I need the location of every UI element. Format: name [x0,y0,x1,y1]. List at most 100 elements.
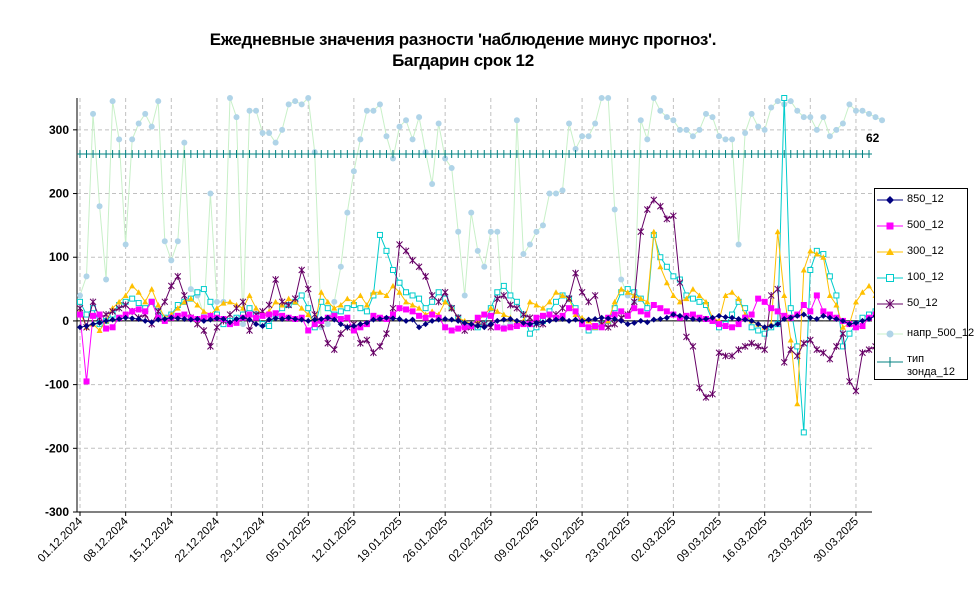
legend: 850_12 500_12 300_12 100_12 50_12 напр_5… [874,188,974,380]
data-point [566,305,573,312]
data-point [579,314,586,321]
data-point [285,301,293,309]
data-point [285,295,292,302]
legend-label: 500_12 [907,219,944,231]
data-point [103,325,110,332]
data-point [279,316,286,323]
data-point [748,110,755,117]
data-point [670,273,677,280]
data-point [715,349,723,357]
data-point [246,326,253,334]
data-point [389,155,396,162]
data-point [650,196,658,204]
data-point [657,305,664,312]
data-point [650,316,657,323]
data-point [155,150,162,159]
data-point [696,298,703,305]
data-point [122,241,129,248]
data-point [207,190,214,197]
data-point [305,317,312,324]
data-point [663,279,670,286]
data-point [546,190,553,197]
data-point [716,312,723,319]
data-point [259,130,266,137]
data-point [200,308,207,314]
data-point [318,316,325,323]
data-point [148,286,155,292]
data-point [624,289,631,295]
data-point [416,114,423,121]
legend-symbol [877,196,903,204]
data-point [376,101,383,108]
data-point [637,308,644,315]
data-point [663,308,670,315]
data-point [487,312,494,319]
data-point [416,312,423,319]
legend-symbol [877,248,903,255]
data-point [689,133,696,140]
data-point [376,231,383,238]
data-point [768,150,775,159]
data-point [618,308,625,315]
data-point [657,150,664,159]
series-line [79,199,883,399]
data-point [311,150,318,159]
data-point [696,292,703,298]
data-point [624,150,631,159]
data-point [396,305,403,312]
data-point [526,298,533,305]
data-point [246,305,253,312]
data-point [129,315,136,322]
data-point [305,150,312,159]
data-point [416,150,423,159]
data-point [618,317,625,324]
data-point [90,150,97,159]
data-point [813,292,820,299]
data-point [722,292,729,298]
data-point [605,150,612,159]
data-point [363,302,370,308]
data-point [539,150,546,159]
data-point [579,150,586,159]
data-point [194,150,201,159]
data-point [605,315,612,322]
data-point [520,251,527,258]
data-point [200,314,207,321]
data-point [246,107,253,114]
data-point [435,120,442,127]
data-point [481,263,488,270]
data-point [435,298,442,306]
data-point [435,289,442,296]
data-point [813,251,820,257]
data-point [344,305,351,312]
data-point [376,316,383,323]
data-point [781,292,788,298]
data-point [820,312,827,319]
data-point [409,136,416,143]
data-point [116,316,123,323]
data-point [200,326,208,334]
data-point [461,324,468,331]
data-point [657,107,664,114]
data-point [455,228,462,235]
data-point [233,150,240,159]
data-point [702,150,709,159]
data-point [631,150,638,159]
data-point [761,330,768,337]
data-point [611,311,618,318]
data-point [585,324,592,331]
data-point [474,314,481,321]
data-point [318,150,325,159]
data-point [409,256,416,264]
legend-symbol [877,222,903,230]
data-point [109,98,116,105]
series-line [79,97,883,433]
data-point [741,342,749,350]
data-point [630,298,638,306]
data-point [611,206,618,213]
data-point [298,292,305,299]
data-point [833,316,840,323]
data-point [331,305,338,311]
data-point [305,95,312,101]
data-point [389,282,396,289]
